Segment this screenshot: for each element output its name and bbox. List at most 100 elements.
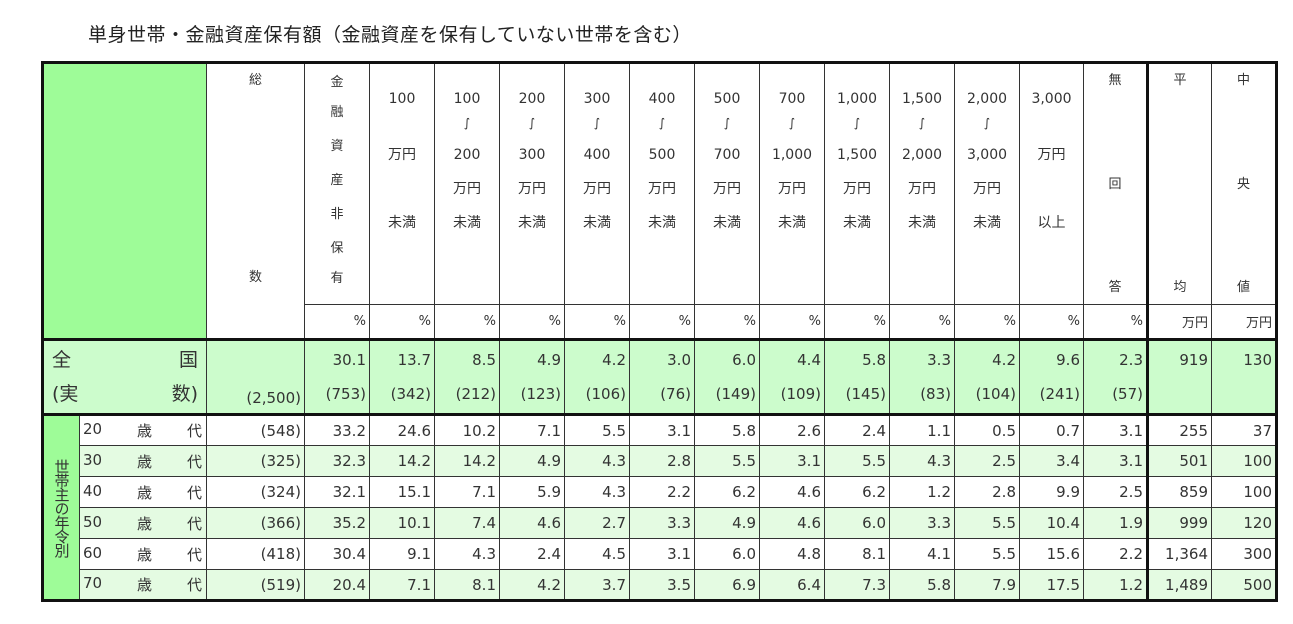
age-cell: 3.3 xyxy=(629,507,695,539)
header-non-holding: 金 融 資 産 非 保 有 xyxy=(304,62,370,305)
national-value: 8.5 xyxy=(472,351,496,369)
range-unit: 万円 xyxy=(778,181,806,197)
national-cell: 6.0 (149) xyxy=(694,338,760,415)
age-row: 70 歳 代 (519) 20.4 7.1 8.1 4.2 3.7 3.5 6.9 6.4 7.3 5.8… xyxy=(42,569,1277,601)
header-range-300-400: 300 ∫ 400 万円 未満 xyxy=(564,62,630,305)
age-cell: 24.6 xyxy=(369,413,435,446)
national-cell: 5.8 (145) xyxy=(824,338,890,415)
header-over-3000: 3,000 万円 以上 xyxy=(1019,62,1084,305)
range-to: 300 xyxy=(518,147,546,163)
range-to: 1,500 xyxy=(836,147,878,163)
age-cell: 1.2 xyxy=(1083,569,1148,601)
header-range-400-500: 400 ∫ 500 万円 未満 xyxy=(629,62,695,305)
national-cell: 9.6 (241) xyxy=(1019,338,1084,415)
unit-cell: % xyxy=(954,304,1020,340)
age-cell: 300 xyxy=(1211,538,1277,570)
age-cell: 1.1 xyxy=(889,413,955,446)
range-from: 1,000 xyxy=(836,91,878,107)
range-from: 400 xyxy=(648,91,676,107)
age-cell: 5.5 xyxy=(954,507,1020,539)
header-char: 中 xyxy=(1236,73,1250,88)
national-cell: 30.1 (753) xyxy=(304,338,370,415)
age-cell: 9.1 xyxy=(369,538,435,570)
age-cell: 0.7 xyxy=(1019,413,1084,446)
range-suffix: 未満 xyxy=(388,215,416,231)
age-cell: 8.1 xyxy=(824,538,890,570)
age-row: 30 歳代 (325) 32.3 14.2 14.2 4.9 4.3 2.8 5.5 3.1 5.5 4… xyxy=(42,445,1277,477)
age-cell: 3.7 xyxy=(564,569,630,601)
age-row: 世帯主の年令別 20 歳代 (548) 33.2 24.6 10.2 7.1 5.5 3.1 5.8… xyxy=(42,413,1277,601)
age-cell: 6.0 xyxy=(694,538,760,570)
age-cell: 4.3 xyxy=(889,445,955,477)
age-cell: 3.1 xyxy=(629,413,695,446)
age-value: 70 xyxy=(83,574,103,592)
unit-cell: 万円 xyxy=(1211,304,1277,340)
header-char: 保 xyxy=(330,241,344,256)
age-cell: 6.2 xyxy=(694,476,760,508)
national-cell: 919 xyxy=(1146,338,1212,415)
range-suffix: 未満 xyxy=(973,215,1001,231)
tilde-icon: ∫ xyxy=(723,116,731,130)
age-cell: 255 xyxy=(1146,413,1212,446)
age-dai: 代 xyxy=(186,576,202,594)
age-value: 30 xyxy=(83,450,103,469)
tilde-icon: ∫ xyxy=(983,116,991,130)
age-cell: 4.3 xyxy=(564,445,630,477)
age-value: 50 xyxy=(83,512,103,531)
national-total-value: (2,500) xyxy=(246,389,301,407)
age-total: (325) xyxy=(206,445,305,477)
national-value: 3.0 xyxy=(667,351,691,369)
age-cell: 2.4 xyxy=(824,413,890,446)
unit-cell: % xyxy=(759,304,825,340)
unit-cell: % xyxy=(434,304,500,340)
tilde-icon: ∫ xyxy=(853,116,861,130)
age-cell: 4.3 xyxy=(434,538,500,570)
range-to: 500 xyxy=(648,147,676,163)
age-dai: 代 xyxy=(186,514,202,533)
national-cell: 2.3 (57) xyxy=(1083,338,1148,415)
age-cell: 8.1 xyxy=(434,569,500,601)
national-count: (212) xyxy=(455,385,496,403)
national-cell: 8.5 (212) xyxy=(434,338,500,415)
age-cell: 500 xyxy=(1211,569,1277,601)
unit-cell: % xyxy=(564,304,630,340)
tilde-icon: ∫ xyxy=(788,116,796,130)
age-cell: 999 xyxy=(1146,507,1212,539)
unit-cell: % xyxy=(304,304,370,340)
age-cell: 20.4 xyxy=(304,569,370,601)
age-group-label-cell: 世帯主の年令別 xyxy=(42,413,80,601)
national-count: (109) xyxy=(780,385,821,403)
range-suffix: 未満 xyxy=(518,215,546,231)
national-cell: 4.4 (109) xyxy=(759,338,825,415)
national-value: 4.9 xyxy=(537,351,561,369)
age-total: (366) xyxy=(206,507,305,539)
national-count xyxy=(1215,377,1272,411)
age-cell: 5.9 xyxy=(499,476,565,508)
age-row: 40 歳代 (324) 32.1 15.1 7.1 5.9 4.3 2.2 6.2 4.6 6.2 1.… xyxy=(42,476,1277,508)
age-total: (418) xyxy=(206,538,305,570)
range-unit: 万円 xyxy=(973,181,1001,197)
range-from: 100 xyxy=(388,91,416,107)
header-total-top: 総 xyxy=(248,73,262,88)
age-cell: 5.8 xyxy=(694,413,760,446)
age-cell: 10.2 xyxy=(434,413,500,446)
header-char: 値 xyxy=(1236,280,1250,295)
age-cell: 5.5 xyxy=(824,445,890,477)
table-title: 単身世帯・金融資産保有額（金融資産を保有していない世帯を含む） xyxy=(88,24,692,46)
age-cell: 6.9 xyxy=(694,569,760,601)
age-rows: 世帯主の年令別 20 歳代 (548) 33.2 24.6 10.2 7.1 5.5 3.1 5.8… xyxy=(42,413,1277,601)
range-unit: 万円 xyxy=(518,181,546,197)
age-cell: 4.9 xyxy=(499,445,565,477)
age-cell: 4.6 xyxy=(759,476,825,508)
age-group-label: 世帯主の年令別 xyxy=(52,458,71,557)
national-count: (123) xyxy=(520,385,561,403)
tilde-icon: ∫ xyxy=(593,116,601,130)
tilde-icon: ∫ xyxy=(918,116,926,130)
age-cell: 14.2 xyxy=(369,445,435,477)
age-cell: 17.5 xyxy=(1019,569,1084,601)
unit-cell: % xyxy=(1019,304,1084,340)
age-cell: 6.4 xyxy=(759,569,825,601)
age-cell: 33.2 xyxy=(304,413,370,446)
age-cell: 7.4 xyxy=(434,507,500,539)
national-count: (104) xyxy=(975,385,1016,403)
